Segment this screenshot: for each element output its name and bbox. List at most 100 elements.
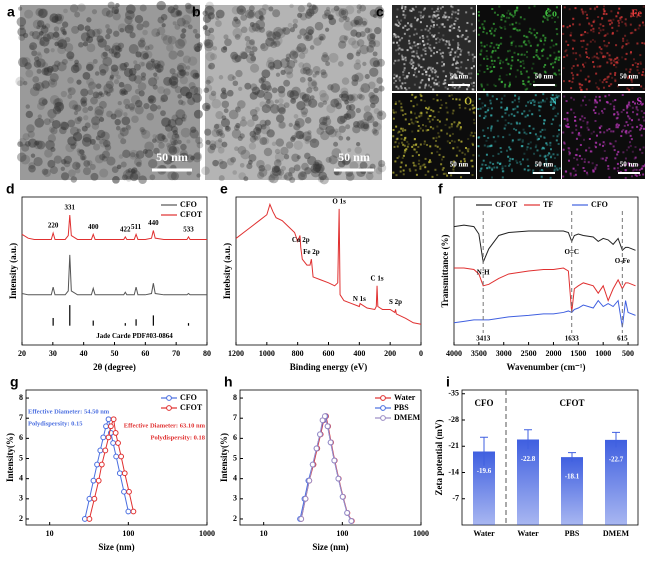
eds-signal	[450, 163, 453, 166]
nanoparticle	[169, 68, 176, 75]
eds-signal	[549, 148, 552, 151]
nanoparticle	[32, 76, 40, 83]
eds-signal	[502, 170, 505, 173]
eds-signal	[494, 85, 497, 88]
nanoparticle	[38, 97, 48, 107]
eds-signal	[441, 55, 444, 58]
nanoparticle	[59, 126, 67, 135]
eds-signal	[438, 135, 441, 138]
eds-signal	[443, 63, 446, 66]
eds-signal	[405, 148, 408, 151]
nanoparticle	[189, 129, 199, 139]
eds-signal	[402, 143, 405, 146]
eds-signal	[489, 45, 492, 48]
eds-signal	[399, 85, 402, 88]
nanoparticle	[124, 104, 130, 110]
eds-signal	[512, 108, 515, 111]
eds-signal	[473, 131, 476, 134]
legend-marker	[380, 395, 386, 401]
eds-signal	[402, 26, 405, 29]
point-marker	[94, 461, 100, 468]
nanoparticle	[259, 119, 267, 127]
eds-signal	[639, 128, 642, 131]
eds-signal	[443, 172, 446, 175]
eds-signal	[460, 140, 463, 143]
nanoparticle	[99, 68, 107, 76]
nanoparticle	[262, 3, 269, 11]
eds-signal	[631, 73, 634, 76]
eds-signal	[631, 119, 634, 122]
eds-signal	[418, 154, 421, 157]
eds-signal	[526, 56, 529, 59]
nanoparticle	[185, 65, 191, 70]
eds-signal	[624, 169, 627, 172]
eds-signal	[411, 66, 414, 69]
nanoparticle	[177, 94, 182, 99]
eds-signal	[634, 146, 637, 149]
eds-signal	[432, 98, 435, 101]
eds-signal	[423, 7, 426, 10]
eds-signal	[601, 16, 604, 19]
eds-signal	[582, 65, 585, 68]
nanoparticle	[272, 31, 281, 40]
nanoparticle	[325, 27, 330, 32]
eds-signal	[616, 153, 619, 156]
eds-signal	[493, 65, 496, 68]
panel-letter: h	[224, 374, 233, 390]
point-marker	[339, 493, 346, 500]
nanoparticle	[128, 44, 139, 54]
nanoparticle	[364, 27, 371, 34]
eds-signal	[617, 150, 620, 153]
eds-signal	[528, 6, 531, 9]
nanoparticle	[282, 27, 291, 35]
nanoparticle	[235, 69, 243, 78]
eds-signal	[448, 43, 451, 46]
nanoparticle	[48, 78, 58, 88]
eds-signal	[625, 52, 628, 55]
eds-signal	[484, 115, 487, 118]
eds-signal	[415, 116, 418, 119]
eds-signal	[558, 73, 561, 76]
eds-signal	[463, 157, 466, 160]
x-tick-label: 50	[111, 349, 119, 358]
nanoparticle	[128, 67, 137, 76]
eds-signal	[404, 25, 407, 28]
point-marker	[335, 475, 342, 482]
nanoparticle	[25, 104, 30, 109]
eds-signal	[634, 174, 637, 177]
eds-signal	[584, 10, 587, 13]
eds-signal	[596, 52, 599, 55]
eds-signal	[566, 117, 569, 120]
eds-signal	[543, 65, 546, 68]
eds-signal	[397, 21, 400, 24]
eds-signal	[602, 141, 605, 144]
nanoparticle	[91, 122, 100, 130]
nanoparticle	[17, 80, 23, 87]
eds-signal	[569, 34, 572, 37]
nanoparticle	[212, 46, 218, 51]
nanoparticle	[128, 103, 136, 111]
eds-signal	[545, 12, 548, 15]
eds-signal	[632, 100, 635, 103]
eds-signal	[433, 34, 436, 37]
nanoparticle	[296, 42, 307, 53]
eds-signal	[431, 67, 434, 70]
eds-signal	[592, 61, 595, 64]
eds-signal	[429, 126, 432, 129]
eds-signal	[609, 103, 612, 106]
annotation: 422	[120, 226, 131, 234]
eds-signal	[638, 169, 641, 172]
eds-signal	[562, 67, 565, 70]
eds-signal	[468, 53, 471, 56]
eds-signal	[493, 59, 496, 62]
eds-signal	[409, 169, 412, 172]
nanoparticle	[167, 170, 177, 181]
eds-signal	[394, 141, 397, 144]
nanoparticle	[60, 121, 69, 131]
eds-signal	[565, 99, 568, 102]
eds-signal	[451, 27, 454, 30]
eds-signal	[567, 44, 570, 47]
eds-signal	[493, 11, 496, 14]
nanoparticle	[63, 8, 68, 14]
eds-signal	[477, 33, 480, 36]
